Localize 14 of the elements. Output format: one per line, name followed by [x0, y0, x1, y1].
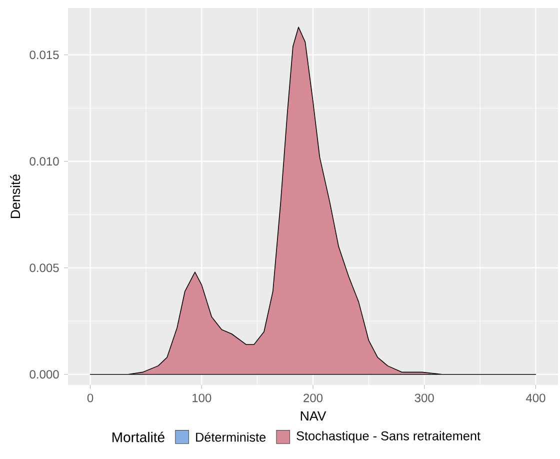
x-tick-label: 100 — [192, 394, 212, 402]
y-tick-label: 0.010 — [30, 157, 59, 166]
x-tick-label: 0 — [87, 394, 94, 402]
x-tick-label: 400 — [526, 394, 546, 402]
x-axis-title: NAV — [300, 411, 326, 421]
legend-title: Mortalité — [112, 432, 164, 442]
y-tick-label: 0.005 — [30, 264, 59, 272]
x-tick-label: 300 — [414, 394, 434, 402]
y-axis-title: Densité — [10, 174, 20, 218]
y-tick-label: 0.000 — [30, 370, 59, 379]
legend-label: Stochastique - Sans retraitement — [296, 431, 480, 443]
legend-label: Déterministe — [196, 432, 266, 442]
x-tick-label: 200 — [304, 394, 323, 402]
y-tick-label: 0.015 — [30, 50, 59, 60]
